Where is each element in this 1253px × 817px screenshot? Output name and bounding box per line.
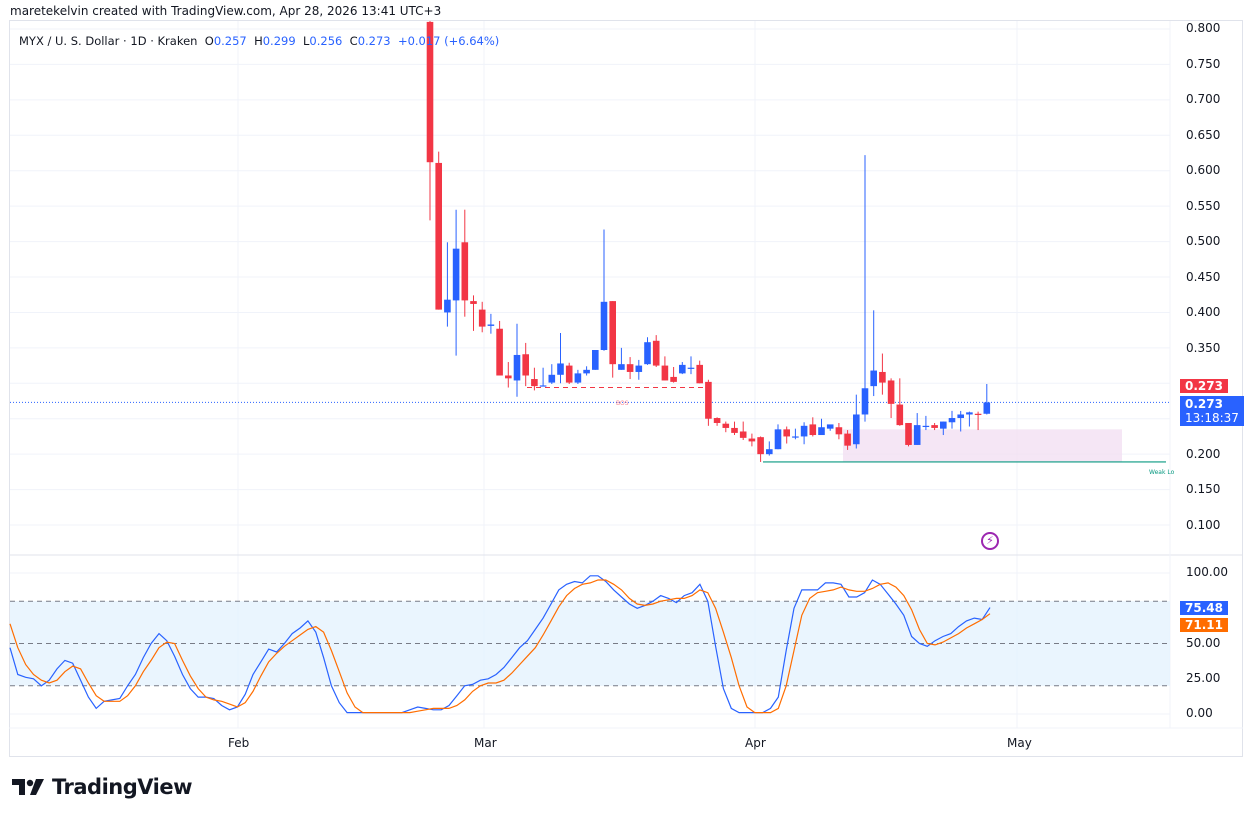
tradingview-logo[interactable]: TradingView — [12, 775, 192, 799]
price-tick-label: 0.200 — [1186, 447, 1221, 461]
change-value: +0.017 (+6.64%) — [397, 34, 500, 48]
high-value: 0.299 — [262, 34, 296, 48]
price-tick-label: 0.350 — [1186, 341, 1221, 355]
price-tick-label: 0.150 — [1186, 482, 1221, 496]
logo-text: TradingView — [52, 775, 192, 799]
time-tick-label: Mar — [474, 736, 497, 750]
price-tick-label: 0.700 — [1186, 92, 1221, 106]
high-label: H — [254, 34, 263, 48]
current-price-tag: 0.273 13:18:37 — [1180, 396, 1244, 426]
price-tick-label: 0.450 — [1186, 270, 1221, 284]
close-label: C — [349, 34, 358, 48]
time-tick-label: May — [1007, 736, 1032, 750]
price-tick-label: 0.750 — [1186, 57, 1221, 71]
price-tick-label: 0.600 — [1186, 163, 1221, 177]
last-price-tag: 0.273 — [1180, 379, 1228, 393]
oscillator-tick-label: 50.00 — [1186, 636, 1221, 650]
price-tick-label: 0.800 — [1186, 21, 1221, 35]
weak-low-label: Weak Lo — [1149, 469, 1175, 476]
oscillator-tick-label: 0.00 — [1186, 706, 1213, 720]
low-label: L — [302, 34, 310, 48]
lightning-icon[interactable]: ⚡ — [981, 532, 999, 550]
symbol-legend[interactable]: MYX / U. S. Dollar · 1D · Kraken O0.257 … — [19, 34, 499, 48]
time-tick-label: Apr — [745, 736, 766, 750]
price-tick-label: 0.100 — [1186, 518, 1221, 532]
time-tick-label: Feb — [228, 736, 250, 750]
close-value: 0.273 — [357, 34, 391, 48]
oscillator-tick-label: 25.00 — [1186, 671, 1221, 685]
open-label: O — [204, 34, 214, 48]
tv-logo-icon — [12, 779, 44, 795]
d-value-tag: 71.11 — [1180, 618, 1228, 632]
price-tick-label: 0.550 — [1186, 199, 1221, 213]
symbol-name[interactable]: MYX / U. S. Dollar · 1D · Kraken — [19, 34, 198, 48]
price-tick-label: 0.500 — [1186, 234, 1221, 248]
price-tick-label: 0.650 — [1186, 128, 1221, 142]
bar-countdown: 13:18:37 — [1185, 411, 1239, 425]
bos-label: BOS — [616, 400, 629, 407]
chart-credit: maretekelvin created with TradingView.co… — [10, 4, 442, 18]
open-value: 0.257 — [213, 34, 247, 48]
k-value-tag: 75.48 — [1180, 601, 1228, 615]
oscillator-tick-label: 100.00 — [1186, 565, 1228, 579]
price-tick-label: 0.400 — [1186, 305, 1221, 319]
low-value: 0.256 — [309, 34, 343, 48]
current-price: 0.273 — [1185, 397, 1223, 411]
